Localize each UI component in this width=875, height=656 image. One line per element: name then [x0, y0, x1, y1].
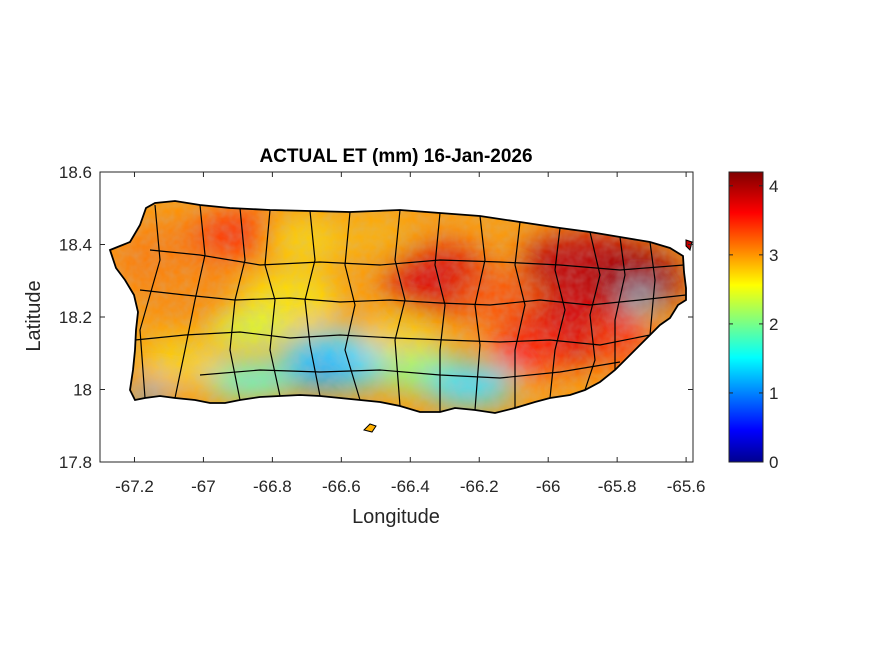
x-tick-label: -66	[536, 477, 561, 496]
colorbar-tick-label: 4	[769, 177, 778, 196]
x-axis-ticks: -67.2 -67 -66.8 -66.6 -66.4 -66.2 -66 -65.8 -65.…	[115, 172, 705, 496]
x-tick-label: -66.8	[253, 477, 292, 496]
colorbar-tick-label: 0	[769, 453, 778, 472]
colorbar-gradient	[728, 171, 764, 463]
colorbar-tick-label: 2	[769, 315, 778, 334]
x-tick-label: -66.2	[460, 477, 499, 496]
x-tick-label: -66.4	[391, 477, 430, 496]
colorbar-tick-label: 1	[769, 384, 778, 403]
x-tick-label: -65.8	[598, 477, 637, 496]
y-axis-label: Latitude	[23, 280, 45, 351]
x-tick-label: -65.6	[667, 477, 706, 496]
small-island	[363, 423, 377, 433]
x-tick-label: -67	[191, 477, 216, 496]
y-tick-label: 18	[73, 381, 92, 400]
et-heatmap	[108, 200, 693, 433]
chart-title: ACTUAL ET (mm) 16-Jan-2026	[259, 146, 532, 167]
y-tick-label: 17.8	[59, 453, 92, 472]
municipality-boundaries	[134, 204, 686, 412]
x-axis-label: Longitude	[352, 506, 440, 528]
colorbar: 4 3 2 1 0	[728, 171, 778, 472]
y-tick-label: 18.4	[59, 236, 92, 255]
colorbar-tick-label: 3	[769, 246, 778, 265]
y-tick-label: 18.6	[59, 163, 92, 182]
x-tick-label: -67.2	[115, 477, 154, 496]
y-tick-label: 18.2	[59, 308, 92, 327]
island-outline	[108, 200, 687, 414]
x-tick-label: -66.6	[322, 477, 361, 496]
y-axis-ticks: 18.6 18.4 18.2 18 17.8	[59, 163, 693, 472]
colorbar-ticks: 4 3 2 1 0	[729, 177, 778, 472]
